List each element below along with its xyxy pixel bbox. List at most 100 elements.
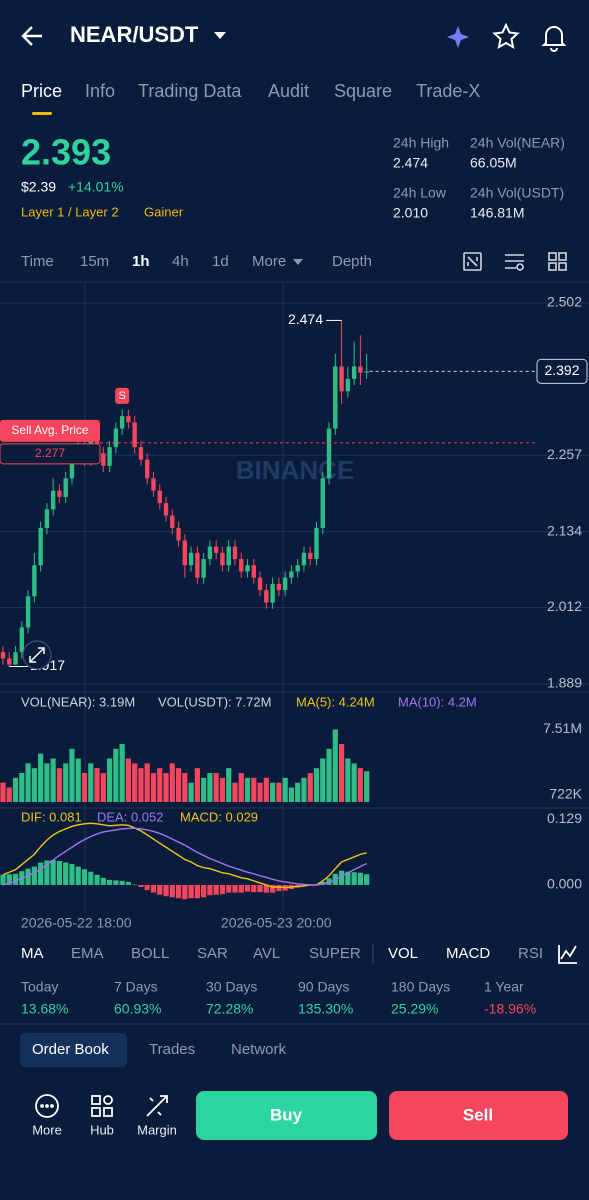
sell-button[interactable]: [389, 1091, 568, 1140]
volume-bar: [270, 782, 276, 802]
pair-title[interactable]: NEAR/USDT: [70, 22, 199, 47]
tab[interactable]: Price: [21, 81, 62, 101]
interval[interactable]: More: [252, 253, 286, 270]
bottom-tab[interactable]: Network: [231, 1041, 287, 1058]
back-button[interactable]: [21, 26, 42, 46]
vol-legend: MA(5): 4.24M: [296, 694, 375, 709]
stat-value: 66.05M: [470, 155, 517, 171]
macd-bar: [0, 874, 6, 885]
candle-body: [126, 416, 131, 423]
bottom-tab[interactable]: Trades: [149, 1041, 195, 1058]
indicator[interactable]: BOLL: [131, 945, 169, 962]
action-label[interactable]: Margin: [137, 1122, 177, 1137]
volume-bar: [282, 777, 288, 802]
sell-label[interactable]: Sell: [463, 1105, 493, 1124]
macd-bar: [94, 874, 100, 885]
tab[interactable]: Audit: [268, 81, 309, 101]
volume-bar: [38, 753, 44, 802]
volume-bar: [207, 773, 213, 802]
candle-body: [358, 366, 363, 373]
return-value: 13.68%: [21, 1001, 68, 1017]
volume-bar: [219, 777, 226, 802]
macd-bar: [75, 866, 81, 885]
interval[interactable]: 15m: [80, 253, 109, 270]
candle-body: [264, 590, 269, 603]
y-tick-label: 7.51M: [543, 720, 582, 736]
interval[interactable]: 1d: [212, 253, 229, 270]
volume-bar: [163, 773, 169, 802]
favorite-icon[interactable]: [492, 22, 520, 49]
gainer-tag[interactable]: Gainer: [144, 204, 184, 219]
chart-tools[interactable]: [463, 252, 567, 271]
candle-body: [201, 559, 206, 578]
volume-bar: [106, 758, 113, 802]
volume-bar: [75, 758, 81, 802]
ai-icon[interactable]: [447, 26, 469, 48]
tab[interactable]: Info: [85, 81, 115, 101]
volume-bar: [295, 782, 301, 802]
indicator[interactable]: EMA: [71, 945, 104, 962]
macd-legend: DEA: 0.052: [97, 809, 164, 824]
action-label[interactable]: Hub: [90, 1122, 114, 1137]
macd-bar: [244, 884, 251, 892]
indicator-settings[interactable]: [558, 945, 577, 964]
volume-bar: [138, 768, 144, 802]
tab[interactable]: Square: [334, 81, 392, 101]
candle-body: [182, 540, 188, 566]
volume-bar: [6, 787, 12, 802]
indicator[interactable]: SUPER: [309, 945, 361, 962]
usd-price: $2.39: [21, 179, 56, 195]
macd-bar: [25, 868, 31, 885]
macd-bar: [157, 884, 163, 895]
candle-body: [163, 503, 169, 516]
macd-bar: [69, 864, 75, 885]
interval[interactable]: 1h: [132, 253, 150, 270]
macd-bar: [345, 871, 351, 885]
tab[interactable]: Trading Data: [138, 81, 242, 101]
volume-bar: [232, 782, 238, 802]
candle-body: [63, 478, 68, 497]
macd-bar: [257, 884, 263, 893]
macd-bar: [182, 884, 188, 900]
stat-label: 24h Vol(USDT): [470, 185, 564, 201]
action-icons[interactable]: [35, 1094, 168, 1118]
candle-body: [188, 552, 194, 566]
macd-bar: [144, 884, 150, 891]
interval[interactable]: Time: [21, 253, 54, 270]
macd-bar: [106, 879, 113, 885]
bottom-tab[interactable]: Order Book: [32, 1041, 109, 1058]
buy-button[interactable]: [196, 1091, 377, 1140]
sector-tag[interactable]: Layer 1 / Layer 2: [21, 204, 119, 219]
candle-body: [38, 527, 43, 566]
macd-bar: [6, 874, 12, 885]
macd-bar: [263, 884, 269, 893]
buy-label[interactable]: Buy: [270, 1105, 303, 1124]
stat-value: 2.474: [393, 155, 428, 171]
volume-bar: [351, 763, 357, 802]
change: +14.01%: [68, 179, 124, 195]
action-label[interactable]: More: [32, 1122, 62, 1137]
indicator[interactable]: MA: [21, 945, 44, 962]
indicator[interactable]: AVL: [253, 945, 280, 962]
y-tick-label: 0.000: [547, 876, 582, 892]
indicator[interactable]: VOL: [388, 945, 418, 962]
indicator[interactable]: RSI: [518, 945, 543, 962]
tab[interactable]: Trade-X: [416, 81, 480, 101]
indicator[interactable]: MACD: [446, 945, 490, 962]
interval[interactable]: Depth: [332, 253, 372, 270]
volume-bar: [226, 768, 232, 802]
indicator[interactable]: SAR: [197, 945, 228, 962]
candle-body: [101, 453, 106, 466]
volume-bar: [19, 773, 25, 802]
alert-icon[interactable]: [541, 26, 567, 52]
interval[interactable]: 4h: [172, 253, 189, 270]
candle-body: [276, 583, 282, 591]
candle-body: [339, 366, 344, 392]
candle-body: [170, 515, 175, 528]
candle-body: [364, 371, 369, 373]
expand-icon: [29, 647, 45, 663]
current-price-box: [536, 358, 588, 384]
volume-bar: [169, 763, 175, 802]
pair-dropdown[interactable]: [214, 32, 226, 39]
candle-body: [132, 422, 137, 448]
